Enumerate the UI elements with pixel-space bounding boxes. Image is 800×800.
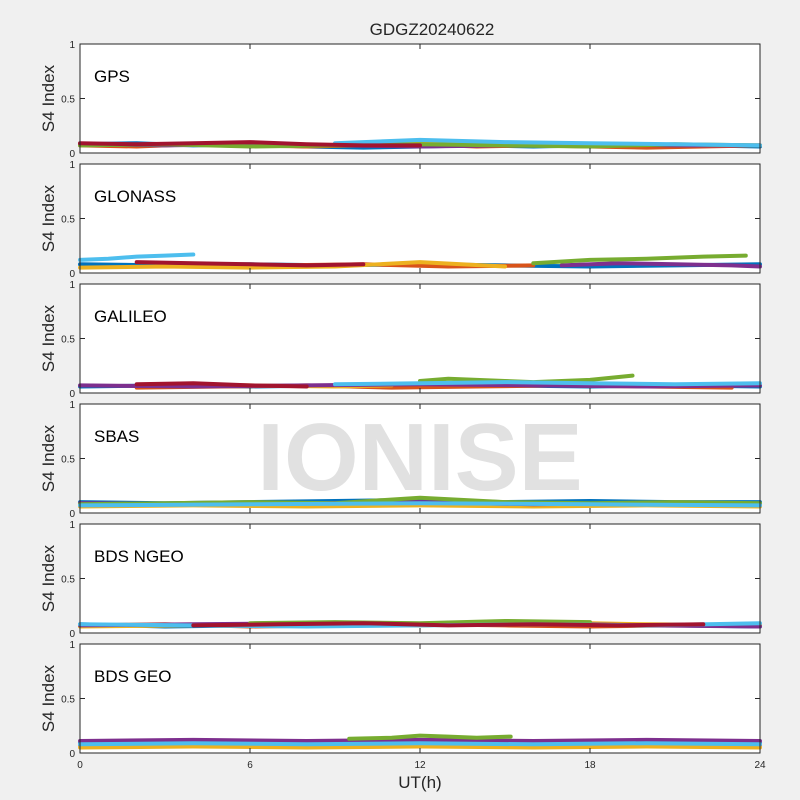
y-tick-label: 1 (69, 280, 75, 291)
panels: 0 0.5 1 GPS S4 Index 0 0.5 1 GLONASS S4 Index 0 0.5… (39, 40, 766, 771)
y-tick-label: 0 (69, 269, 75, 280)
data-series-line (78, 741, 762, 747)
watermark: IONISE (257, 404, 582, 511)
y-tick-label: 1 (69, 400, 75, 411)
y-tick-label: 1 (69, 520, 75, 531)
data-series-line (333, 137, 762, 148)
data-series-line (78, 252, 196, 262)
data-series-line (78, 737, 762, 743)
x-tick-label: 18 (584, 760, 596, 771)
panel-bds-geo: 0 0.5 1 0 6 12 18 24 BDS GEO S4 Index (39, 640, 766, 771)
axes-background (80, 284, 760, 393)
y-axis-label: S4 Index (39, 664, 58, 732)
y-tick-label: 1 (69, 160, 75, 171)
y-axis-label: S4 Index (39, 184, 58, 252)
y-axis-label: S4 Index (39, 544, 58, 612)
panel-label: GALILEO (94, 307, 167, 326)
y-tick-label: 0.5 (61, 455, 75, 466)
y-tick-label: 0.5 (61, 95, 75, 106)
x-axis-label: UT(h) (398, 773, 441, 792)
y-axis-label: S4 Index (39, 424, 58, 492)
figure-title: GDGZ20240622 (370, 20, 495, 39)
panel-bds-ngeo: 0 0.5 1 BDS NGEO S4 Index (39, 520, 762, 640)
y-tick-label: 0.5 (61, 215, 75, 226)
axes-background (80, 44, 760, 153)
y-axis-label: S4 Index (39, 304, 58, 372)
y-tick-label: 0.5 (61, 695, 75, 706)
y-tick-label: 0.5 (61, 335, 75, 346)
data-series-line (191, 621, 706, 628)
panel-gps: 0 0.5 1 GPS S4 Index (39, 40, 762, 160)
panel-label: GLONASS (94, 187, 176, 206)
data-series-line (333, 380, 762, 387)
axes-background (80, 524, 760, 633)
y-tick-label: 1 (69, 640, 75, 651)
y-tick-label: 0 (69, 749, 75, 760)
x-tick-label: 24 (754, 760, 766, 771)
panel-label: SBAS (94, 427, 139, 446)
axes-background (80, 404, 760, 513)
data-series-line (531, 253, 748, 266)
panel-galileo: 0 0.5 1 GALILEO S4 Index (39, 280, 762, 400)
x-tick-label: 0 (77, 760, 83, 771)
panel-label: GPS (94, 67, 130, 86)
data-series-line (78, 744, 762, 750)
x-tick-label: 6 (247, 760, 253, 771)
data-series-line (78, 501, 762, 508)
y-tick-label: 1 (69, 40, 75, 51)
data-series-line (347, 733, 513, 741)
y-tick-label: 0.5 (61, 575, 75, 586)
panel-label: BDS NGEO (94, 547, 184, 566)
data-series-line (78, 140, 422, 148)
y-tick-label: 0 (69, 149, 75, 160)
y-tick-label: 0 (69, 389, 75, 400)
data-series-line (559, 261, 762, 269)
x-tick-label: 12 (414, 760, 426, 771)
y-tick-label: 0 (69, 509, 75, 520)
panel-label: BDS GEO (94, 667, 171, 686)
panel-glonass: 0 0.5 1 GLONASS S4 Index (39, 160, 762, 280)
data-series-line (134, 260, 366, 268)
y-axis-label: S4 Index (39, 64, 58, 132)
y-tick-label: 0 (69, 629, 75, 640)
data-series-line (134, 381, 309, 389)
panel-sbas: 0 0.5 1 SBAS S4 Index (39, 400, 762, 520)
